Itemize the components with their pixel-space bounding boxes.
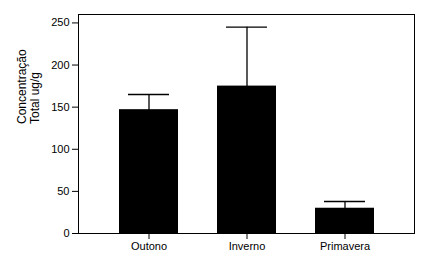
svg-text:Primavera: Primavera (320, 240, 371, 252)
svg-text:100: 100 (51, 143, 69, 155)
svg-text:Outono: Outono (131, 240, 167, 252)
svg-text:250: 250 (51, 16, 69, 28)
svg-text:150: 150 (51, 101, 69, 113)
svg-text:200: 200 (51, 59, 69, 71)
svg-text:ConcentraçãoTotal ug/g: ConcentraçãoTotal ug/g (15, 49, 42, 124)
svg-text:50: 50 (57, 185, 69, 197)
svg-text:0: 0 (63, 227, 69, 239)
svg-text:Inverno: Inverno (229, 240, 266, 252)
